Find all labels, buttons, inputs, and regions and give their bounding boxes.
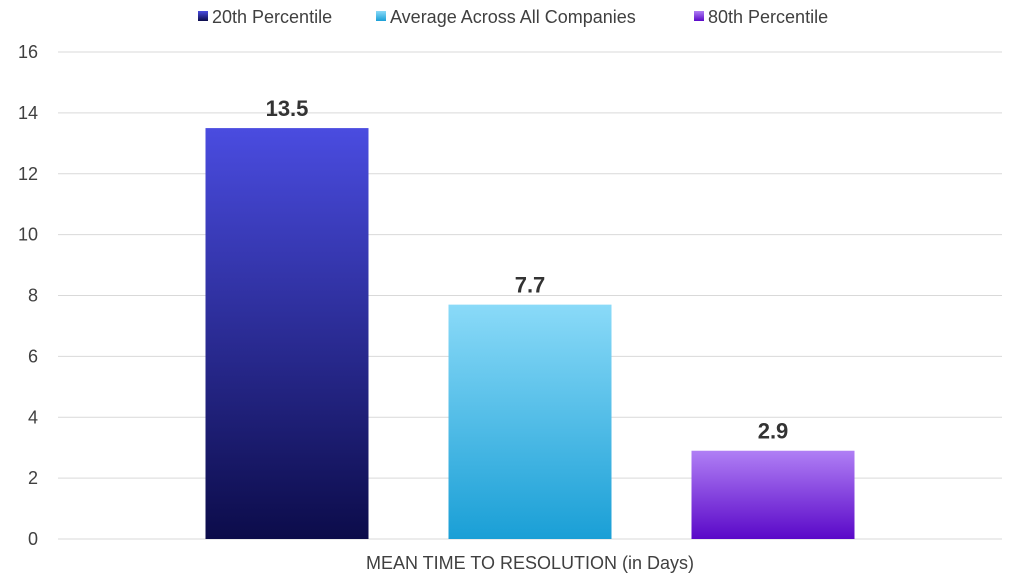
legend-label-2: Average Across All Companies: [390, 7, 636, 27]
bars: [205, 128, 855, 539]
data-label-1: 13.5: [266, 96, 309, 121]
y-tick-label: 16: [18, 42, 38, 62]
legend-swatch-2: [376, 11, 386, 21]
bar-1: [205, 128, 369, 539]
legend-label-1: 20th Percentile: [212, 7, 332, 27]
data-label-2: 7.7: [515, 273, 546, 298]
y-tick-label: 12: [18, 164, 38, 184]
y-tick-label: 2: [28, 468, 38, 488]
legend: 20th Percentile Average Across All Compan…: [198, 7, 828, 27]
y-tick-label: 10: [18, 225, 38, 245]
x-axis-category-label: MEAN TIME TO RESOLUTION (in Days): [366, 553, 694, 573]
data-labels: 13.5 7.7 2.9: [266, 96, 789, 444]
bar-3: [691, 450, 855, 539]
y-tick-label: 8: [28, 286, 38, 306]
y-tick-label: 14: [18, 103, 38, 123]
bar-2: [448, 304, 612, 539]
legend-swatch-1: [198, 11, 208, 21]
y-tick-label: 4: [28, 407, 38, 427]
y-tick-label: 0: [28, 529, 38, 549]
legend-swatch-3: [694, 11, 704, 21]
data-label-3: 2.9: [758, 419, 789, 444]
y-tick-label: 6: [28, 346, 38, 366]
legend-label-3: 80th Percentile: [708, 7, 828, 27]
y-axis-tick-labels: 0 2 4 6 8 10 12 14 16: [18, 42, 38, 549]
